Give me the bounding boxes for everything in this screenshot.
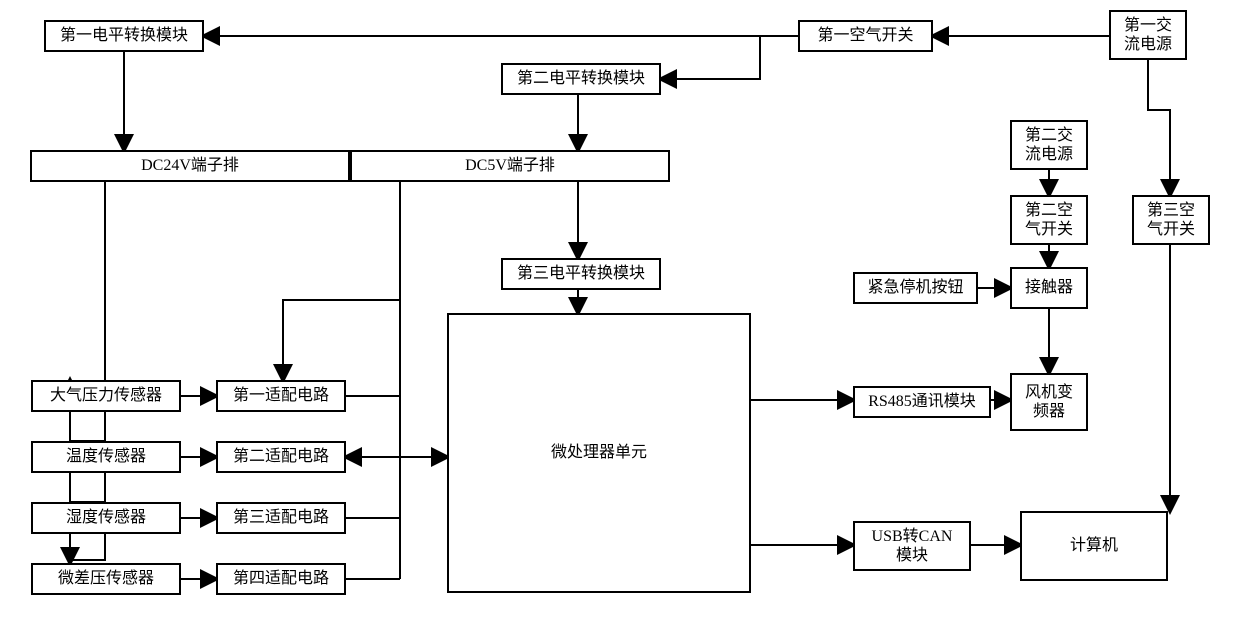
- node-adapter_2: 第二适配电路: [216, 441, 346, 473]
- node-dc24v: DC24V端子排: [30, 150, 350, 182]
- node-computer: 计算机: [1020, 511, 1168, 581]
- node-contactor: 接触器: [1010, 267, 1088, 309]
- node-level_conv_2: 第二电平转换模块: [501, 63, 661, 95]
- node-mpu: 微处理器单元: [447, 313, 751, 593]
- node-usb_can: USB转CAN模块: [853, 521, 971, 571]
- node-atm_pressure: 大气压力传感器: [31, 380, 181, 412]
- node-temp_sensor: 温度传感器: [31, 441, 181, 473]
- node-level_conv_1: 第一电平转换模块: [44, 20, 204, 52]
- node-dc5v: DC5V端子排: [350, 150, 670, 182]
- node-ac_source_1: 第一交流电源: [1109, 10, 1187, 60]
- node-air_switch_2: 第二空气开关: [1010, 195, 1088, 245]
- node-air_switch_3: 第三空气开关: [1132, 195, 1210, 245]
- edge-2: [661, 36, 798, 79]
- node-adapter_4: 第四适配电路: [216, 563, 346, 595]
- node-humid_sensor: 湿度传感器: [31, 502, 181, 534]
- node-air_switch_1: 第一空气开关: [798, 20, 933, 52]
- edge-16: [400, 457, 447, 579]
- node-rs485: RS485通讯模块: [853, 386, 991, 418]
- node-fan_inverter: 风机变频器: [1010, 373, 1088, 431]
- node-level_conv_3: 第三电平转换模块: [501, 258, 661, 290]
- node-diff_pressure: 微差压传感器: [31, 563, 181, 595]
- edge-6: [283, 300, 400, 380]
- edge-25: [1148, 60, 1170, 195]
- node-emergency_stop: 紧急停机按钮: [853, 272, 978, 304]
- node-adapter_1: 第一适配电路: [216, 380, 346, 412]
- node-ac_source_2: 第二交流电源: [1010, 120, 1088, 170]
- edge-5: [346, 182, 400, 457]
- node-adapter_3: 第三适配电路: [216, 502, 346, 534]
